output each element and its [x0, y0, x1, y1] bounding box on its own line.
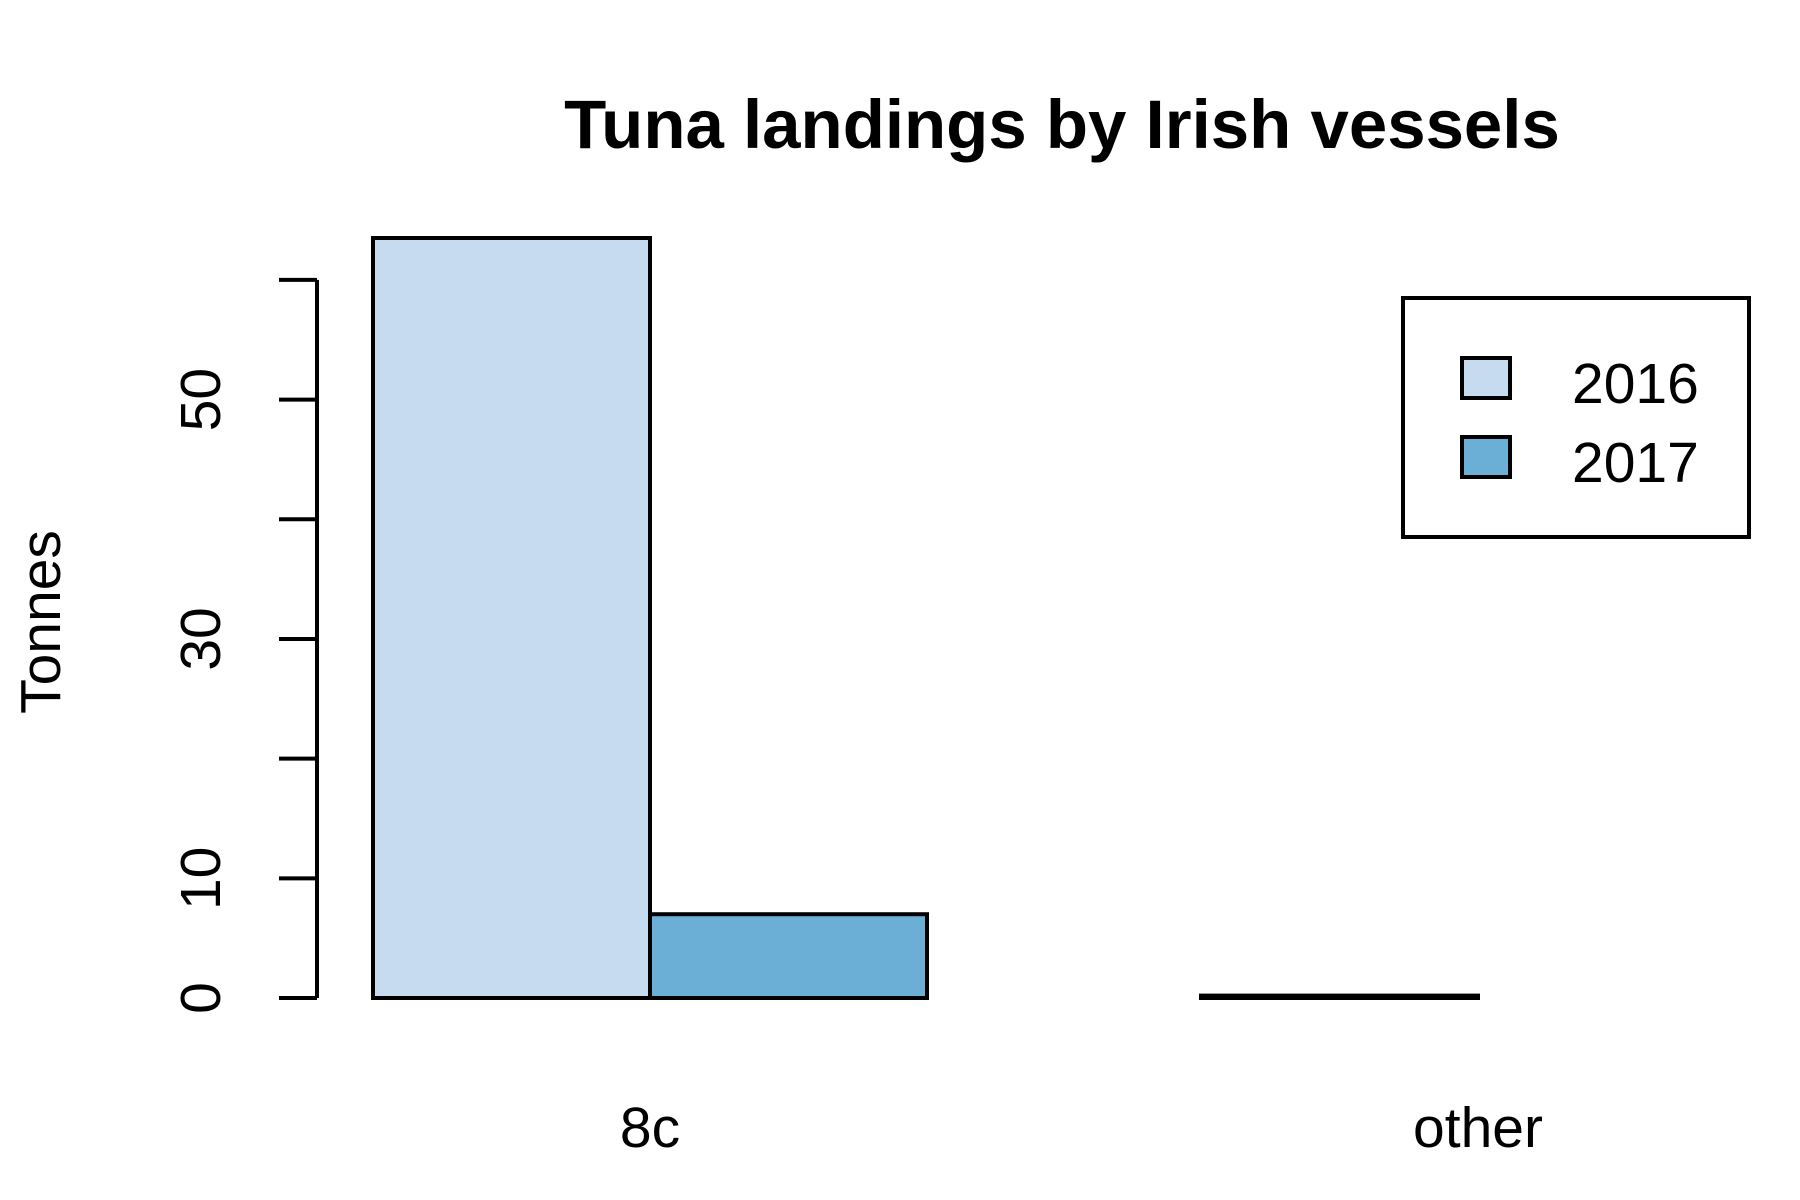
y-tick-label-0: 0: [169, 982, 233, 1014]
legend-swatch-2017: [1460, 435, 1512, 479]
legend-swatch-2016: [1460, 356, 1512, 400]
y-tick-label-50: 50: [169, 368, 233, 431]
bar-8c-2017: [648, 912, 929, 1000]
x-label-other: other: [1413, 1096, 1543, 1160]
x-axis-labels: 8c other: [620, 1096, 1543, 1160]
bar-8c-2016: [371, 236, 652, 1000]
y-tick-label-30: 30: [169, 607, 233, 670]
y-axis-label: Tonnes: [9, 530, 73, 714]
y-axis: 0 10 30 50: [169, 277, 319, 1014]
legend: 2016 2017: [1401, 296, 1751, 539]
chart-title: Tuna landings by Irish vessels: [564, 86, 1560, 163]
legend-box: [1401, 296, 1751, 539]
legend-label-2016: 2016: [1572, 352, 1699, 416]
bar-other-2016: [1199, 993, 1480, 1001]
x-label-8c: 8c: [620, 1096, 680, 1160]
y-tick-label-10: 10: [169, 847, 233, 910]
bars-group: [371, 236, 1480, 1001]
legend-label-2017: 2017: [1572, 431, 1699, 495]
